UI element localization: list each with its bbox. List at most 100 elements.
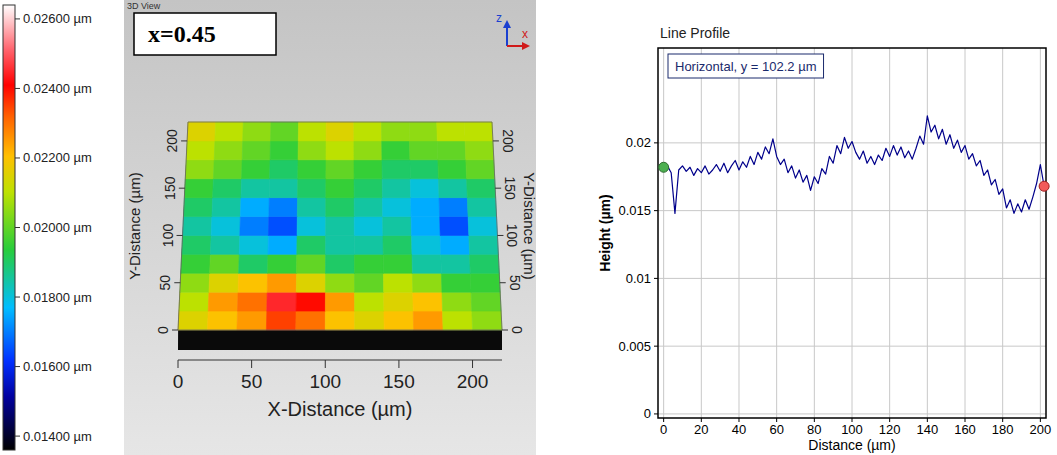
profile-line — [664, 116, 1044, 214]
surface-cell — [472, 311, 502, 330]
surface-cell — [470, 254, 500, 273]
y-tick — [497, 235, 503, 236]
colorbar-tick — [15, 366, 20, 367]
surface-cell — [439, 198, 468, 217]
surface-cell — [296, 311, 326, 330]
y-tick-label: 200 — [500, 129, 516, 153]
surface-cell — [240, 198, 269, 217]
surface-cell — [207, 311, 237, 330]
surface-cell — [354, 235, 383, 254]
surface-cell — [242, 141, 270, 160]
y-tick-label: 0 — [509, 326, 525, 334]
surface-cell — [268, 217, 297, 236]
y-axis-title: Y-Distance (µm) — [521, 172, 538, 279]
surface-cell — [211, 217, 240, 236]
y-tick-label: 0.005 — [618, 339, 651, 354]
y-tick — [654, 413, 658, 414]
surface-cell — [384, 311, 414, 330]
surface-cell — [441, 254, 471, 273]
colorbar-label: 0.01600 µm — [23, 359, 92, 374]
end-marker — [1039, 181, 1049, 191]
x-tick-label: 0 — [173, 371, 184, 392]
chart-title: Line Profile — [660, 25, 730, 41]
surface-cell — [187, 122, 216, 141]
surface-cell — [210, 254, 240, 273]
surface-cell — [212, 198, 241, 217]
surface-cell — [210, 235, 239, 254]
icon-z-head — [503, 20, 511, 28]
y-tick-label: 100 — [160, 224, 176, 248]
surface-cell — [296, 273, 325, 292]
x-tick-label: 200 — [1029, 422, 1051, 437]
x-tick-label: 0 — [660, 422, 667, 437]
colorbar-tick — [15, 88, 20, 89]
surface-cell — [326, 235, 355, 254]
grid-line — [658, 346, 1046, 347]
surface-cell — [179, 292, 209, 311]
surface-cell — [297, 254, 326, 273]
surface — [178, 122, 502, 330]
surface-cell — [443, 311, 473, 330]
y-tick-label: 0.01 — [626, 271, 651, 286]
surface-cell — [269, 198, 298, 217]
grid-line — [965, 48, 966, 418]
surface-cell — [298, 160, 326, 179]
surface-cell — [440, 235, 469, 254]
surface-cell — [243, 122, 271, 141]
surface-frame — [178, 122, 502, 330]
surface-cell — [269, 179, 298, 198]
grid-line — [776, 48, 777, 418]
y-tick-label: 0.02 — [626, 135, 651, 150]
surface-cell — [326, 217, 355, 236]
x-tick-label: 120 — [879, 422, 901, 437]
surface-cell — [297, 198, 326, 217]
surface-cell — [409, 122, 437, 141]
surface-cell — [214, 141, 243, 160]
icon-x-label: x — [522, 27, 528, 41]
y-tick — [654, 278, 658, 279]
y-tick — [179, 188, 185, 189]
surface-cell — [270, 141, 298, 160]
grid-line — [852, 48, 853, 418]
surface-cell — [354, 198, 383, 217]
surface-cell — [178, 311, 208, 330]
x-tick-label: 50 — [241, 371, 262, 392]
surface-cell — [382, 141, 410, 160]
surface-cell — [381, 122, 409, 141]
surface-cell — [326, 198, 354, 217]
grid-line — [1040, 48, 1041, 418]
x-tick-label: 100 — [309, 371, 341, 392]
colorbar-label: 0.01400 µm — [23, 429, 92, 444]
colorbar-tick — [15, 436, 20, 437]
surface-cell — [383, 273, 412, 292]
surface-cell — [355, 292, 384, 311]
surface-cell — [267, 273, 296, 292]
y-axis-title: Y-Distance (µm) — [126, 172, 143, 279]
surface-cell — [208, 292, 238, 311]
surface-cell — [411, 217, 440, 236]
colorbar-label: 0.01800 µm — [23, 290, 92, 305]
surface-cell — [326, 122, 354, 141]
x-tick-label: 160 — [954, 422, 976, 437]
plot-frame — [658, 48, 1046, 418]
grid-line — [1002, 48, 1003, 418]
x-tick — [325, 360, 326, 368]
surface-cell — [215, 122, 243, 141]
surface-cell — [186, 141, 215, 160]
start-marker — [659, 162, 669, 172]
surface-cell — [383, 235, 412, 254]
surface-cell — [413, 292, 443, 311]
x-tick-label: 180 — [992, 422, 1014, 437]
y-tick-label: 0 — [155, 326, 171, 334]
x-tick — [472, 360, 473, 368]
surface-cell — [238, 273, 268, 292]
surface-cell — [326, 160, 354, 179]
surface-cell — [354, 122, 382, 141]
y-tick — [654, 142, 658, 143]
figure: 0.02600 µm0.02400 µm0.02200 µm0.02000 µm… — [0, 0, 1057, 455]
surface-cell — [383, 254, 412, 273]
y-tick-label: 100 — [504, 224, 520, 248]
x-tick-label: 40 — [732, 422, 746, 437]
surface-cell — [440, 217, 469, 236]
surface-cell — [468, 217, 497, 236]
